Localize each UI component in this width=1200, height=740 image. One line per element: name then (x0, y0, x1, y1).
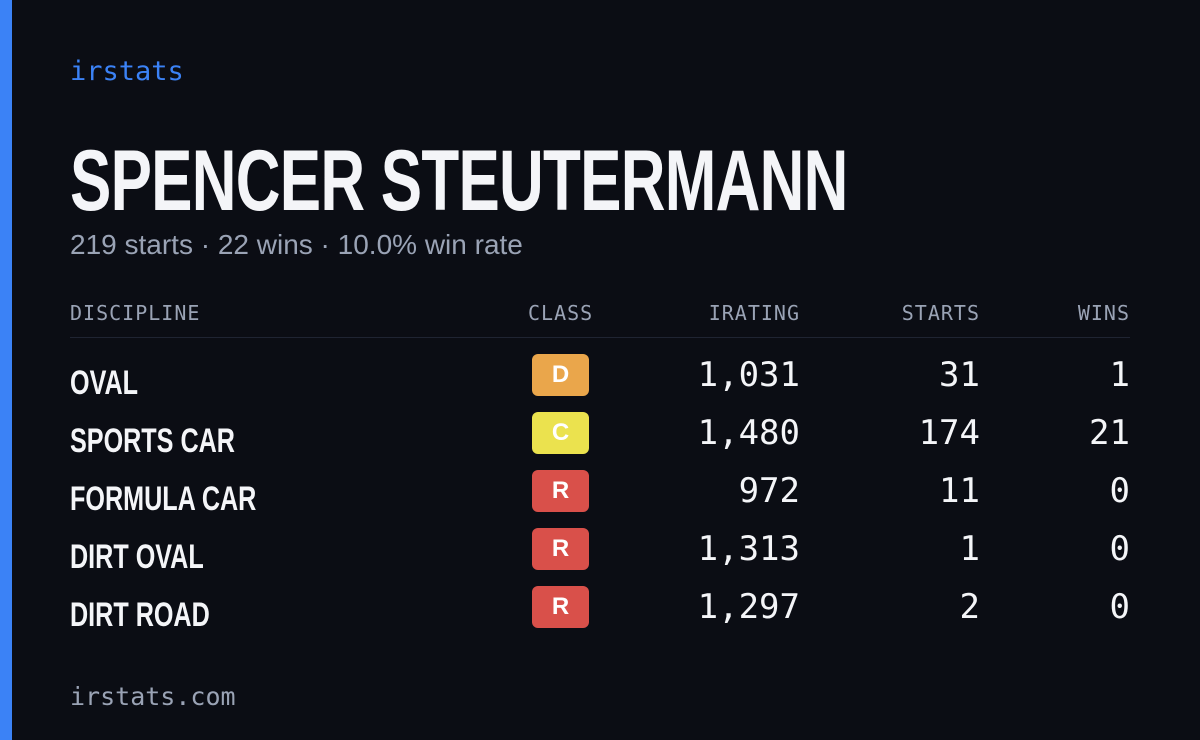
column-header: DISCIPLINE (70, 301, 201, 325)
irating: 1,297 (697, 587, 800, 627)
discipline: DIRT ROAD (70, 596, 210, 634)
discipline: OVAL (70, 364, 139, 402)
column-header: CLASS (528, 301, 594, 325)
discipline: DIRT OVAL (70, 538, 204, 576)
starts: 174 (918, 413, 980, 453)
irating: 1,031 (697, 355, 800, 395)
class-badge: D (532, 354, 589, 396)
class-badge: R (532, 528, 589, 570)
summary: 219 starts · 22 wins · 10.0% win rate (70, 229, 523, 260)
class-badge: R (532, 586, 589, 628)
header-rule (70, 337, 1130, 338)
irating: 1,480 (697, 413, 800, 453)
class-badge: R (532, 470, 589, 512)
starts: 1 (959, 529, 980, 569)
driver-name: SPENCER STEUTERMANN (70, 133, 848, 229)
wins: 21 (1089, 413, 1130, 453)
wins: 0 (1109, 529, 1130, 569)
column-header: WINS (1077, 301, 1130, 325)
column-header: IRATING (708, 301, 800, 325)
starts: 2 (959, 587, 980, 627)
wins: 1 (1109, 355, 1130, 395)
starts: 31 (939, 355, 980, 395)
footer: irstats.com (70, 682, 236, 711)
discipline: SPORTS CAR (70, 422, 235, 460)
starts: 11 (939, 471, 980, 511)
irating: 1,313 (697, 529, 800, 569)
discipline: FORMULA CAR (70, 480, 257, 518)
accent-bar (0, 0, 12, 740)
brand: irstats (70, 56, 184, 87)
class-badge: C (532, 412, 589, 454)
irating: 972 (738, 471, 800, 511)
column-header: STARTS (901, 301, 980, 325)
wins: 0 (1109, 587, 1130, 627)
wins: 0 (1109, 471, 1130, 511)
